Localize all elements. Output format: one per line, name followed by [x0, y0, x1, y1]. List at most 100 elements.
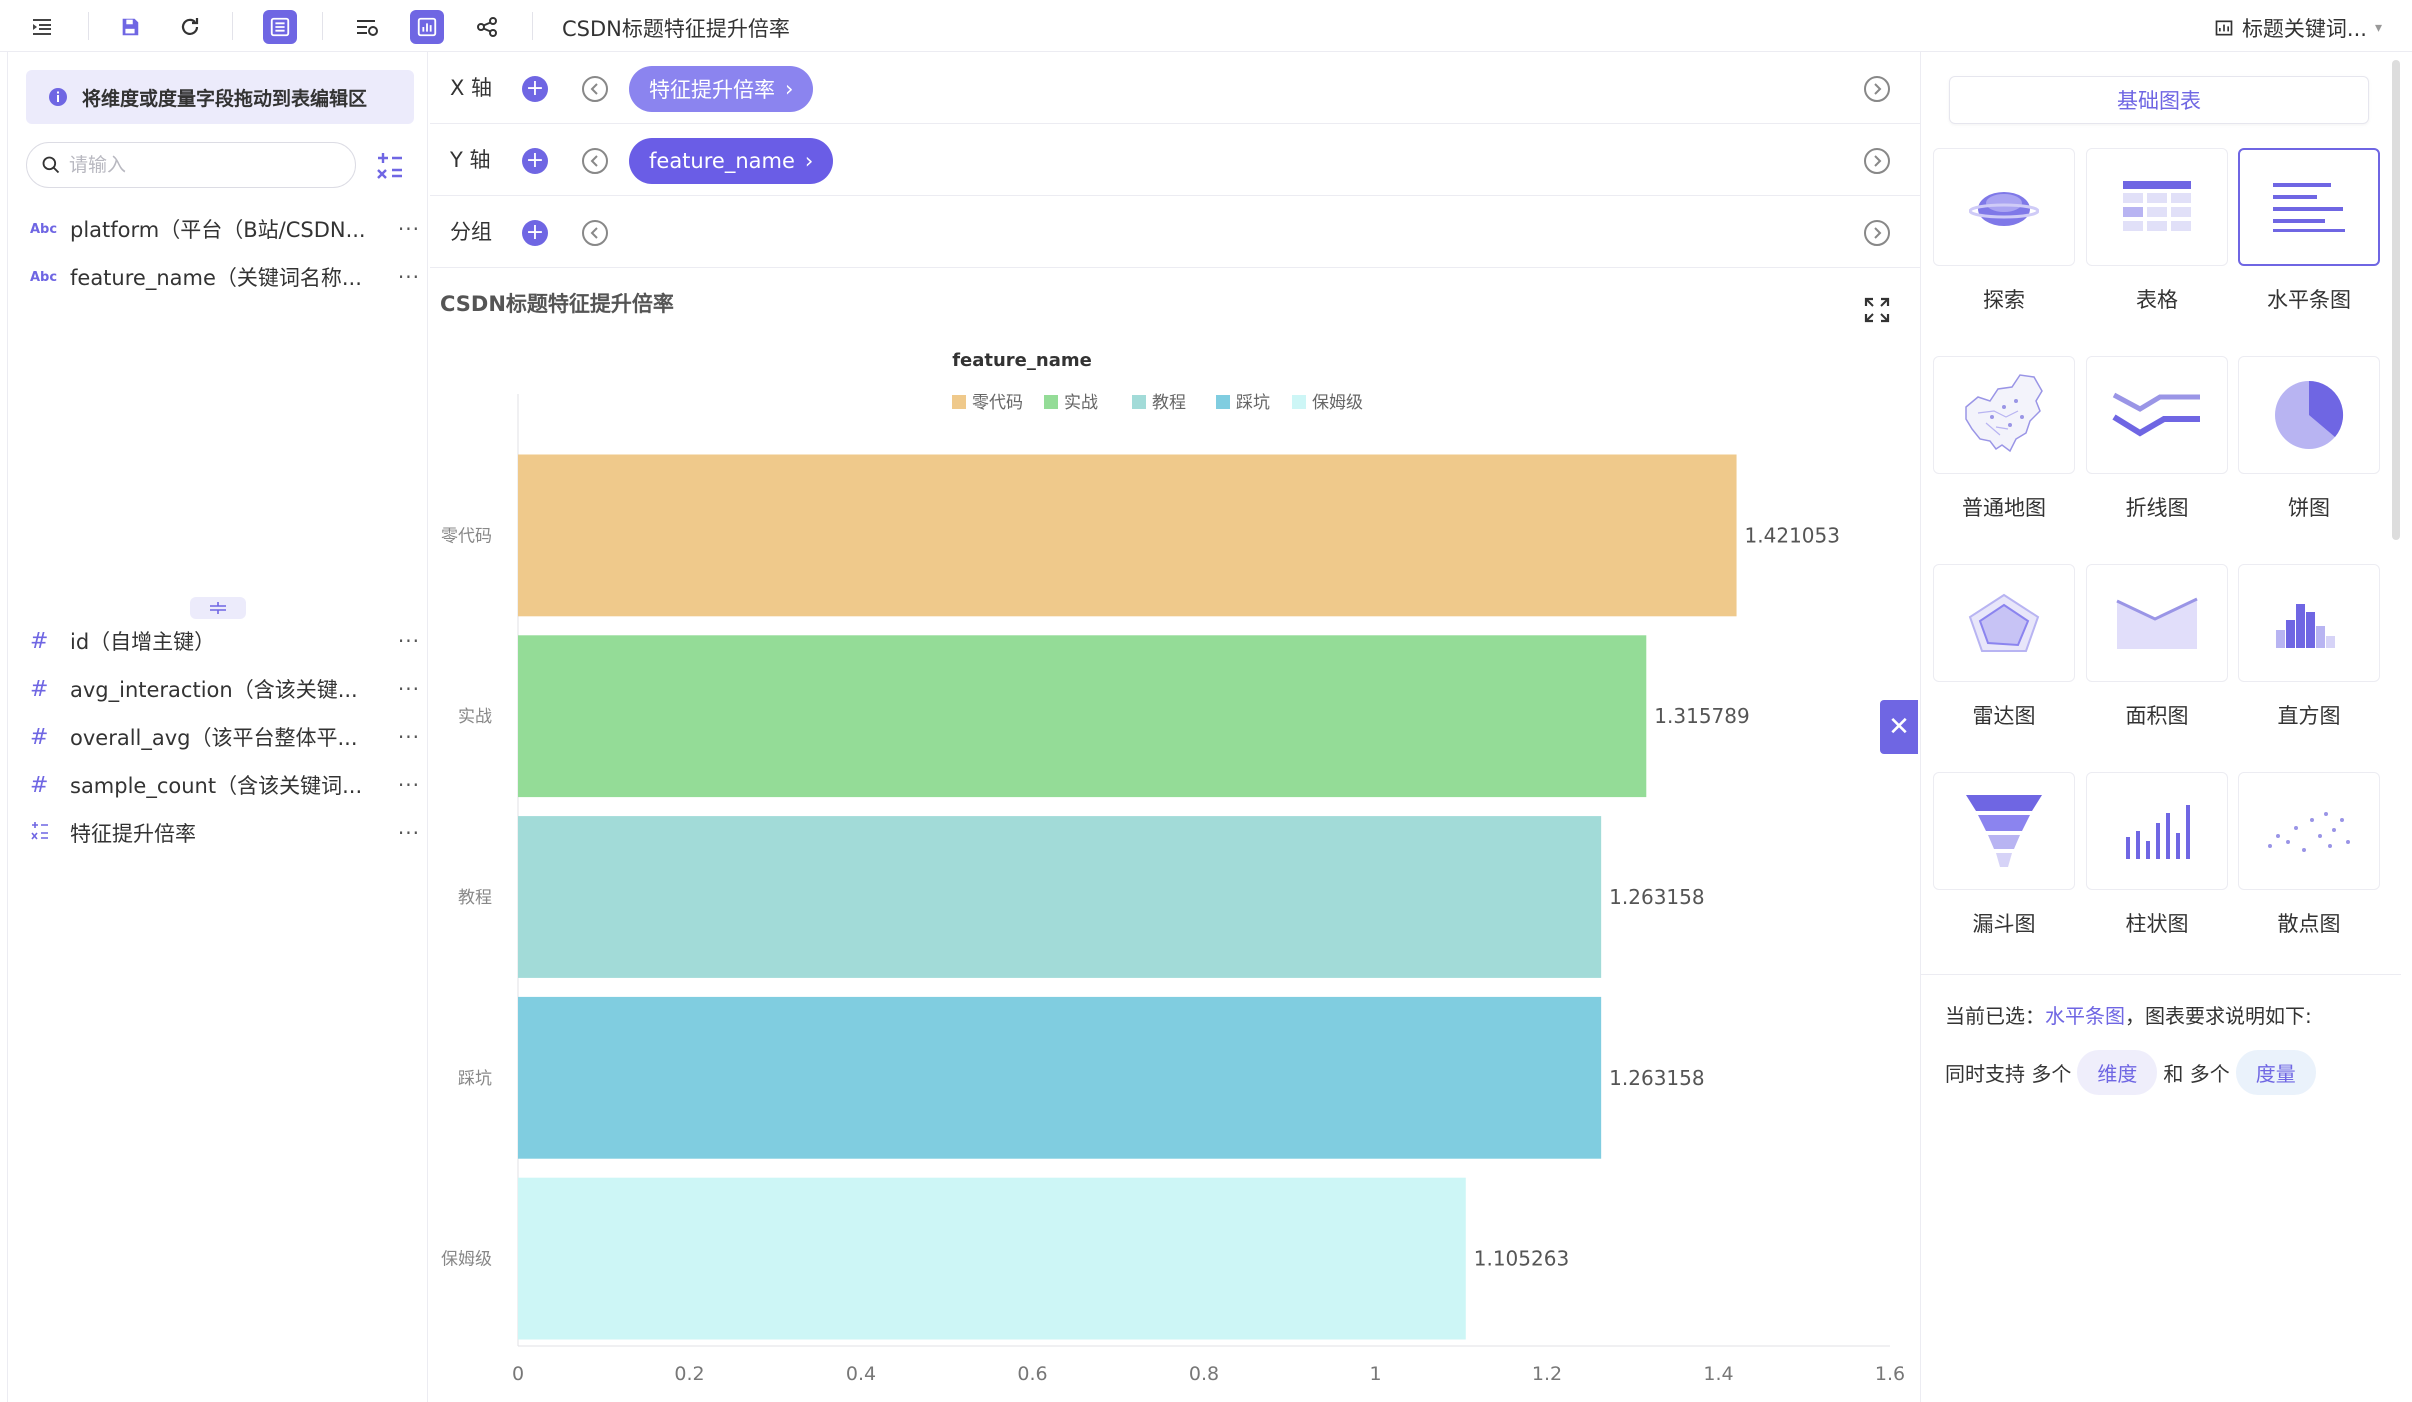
field-panel: 将维度或度量字段拖动到表编辑区 Abc platform（平台（B站/CSDN.…	[8, 52, 428, 1402]
legend-item: 踩坑	[1236, 393, 1270, 413]
chart-type-radar[interactable]	[1933, 564, 2075, 682]
more-icon[interactable]: ···	[397, 265, 420, 289]
expand-right-icon[interactable]	[1864, 220, 1890, 246]
y-axis-row: Y 轴 + feature_name ›	[430, 124, 1920, 196]
chart-type-pie[interactable]	[2238, 356, 2380, 474]
chart-type-column[interactable]	[2086, 772, 2228, 890]
chart-type-label: 探索	[1983, 288, 2025, 312]
field-label: feature_name（关键词名称...	[70, 266, 362, 290]
expand-right-icon[interactable]	[1864, 76, 1890, 102]
chevron-down-icon: ▾	[2374, 20, 2382, 36]
chart-type-scatter[interactable]	[2238, 772, 2380, 890]
expand-right-icon[interactable]	[1864, 148, 1890, 174]
chart-type-line[interactable]	[2086, 356, 2228, 474]
calculated-field-type-icon	[30, 821, 56, 845]
chart-view-icon[interactable]	[410, 10, 444, 44]
chart-type-area[interactable]	[2086, 564, 2228, 682]
splitter-icon	[210, 602, 226, 614]
dataset-selector[interactable]: 标题关键词... ▾	[2214, 13, 2382, 43]
current-chart-description: 当前已选：水平条图，图表要求说明如下:	[1945, 1000, 2312, 1029]
report-title: CSDN标题特征提升倍率	[562, 17, 790, 41]
chart-type-label: 直方图	[2277, 704, 2341, 728]
add-group-field-icon[interactable]: +	[522, 220, 548, 246]
x-axis-label: X 轴	[450, 76, 493, 100]
current-prefix: 当前已选：	[1945, 1004, 2045, 1028]
x-tick-label: 1.2	[1532, 1363, 1562, 1385]
legend-item: 教程	[1152, 393, 1186, 413]
x-tick-label: 0.2	[674, 1363, 704, 1385]
line-chart-icon	[2112, 392, 2200, 437]
save-icon[interactable]	[113, 10, 147, 44]
column-chart-icon	[2126, 805, 2190, 859]
measure-field-id[interactable]: # id（自增主键） ···	[30, 624, 420, 658]
chart-type-label: 表格	[2136, 288, 2178, 312]
tab-basic-charts[interactable]: 基础图表	[1949, 76, 2369, 124]
collapse-left-icon[interactable]	[582, 148, 608, 174]
legend-item: 保姆级	[1312, 393, 1363, 413]
more-icon[interactable]: ···	[397, 217, 420, 241]
chart-type-horizontal-bar[interactable]	[2238, 148, 2380, 266]
chart-type-label: 散点图	[2277, 912, 2341, 936]
scrollbar[interactable]	[2392, 60, 2400, 540]
data-label: 1.263158	[1609, 1066, 1704, 1090]
field-label: 特征提升倍率	[70, 822, 196, 846]
bar	[518, 1177, 1466, 1340]
dimension-field-feature-name[interactable]: Abc feature_name（关键词名称... ···	[30, 260, 420, 294]
calculated-field-icon[interactable]	[372, 148, 408, 184]
x-axis-field-chip[interactable]: 特征提升倍率 ›	[629, 66, 814, 112]
more-icon[interactable]: ···	[397, 725, 420, 749]
collapse-left-icon[interactable]	[582, 220, 608, 246]
radar-chart-icon	[1968, 593, 2040, 652]
x-tick-label: 0.6	[1017, 1363, 1047, 1385]
y-axis-field-chip[interactable]: feature_name ›	[629, 138, 834, 184]
chart-type-label: 漏斗图	[1972, 912, 2036, 936]
filter-settings-icon[interactable]	[350, 10, 384, 44]
number-type-icon: #	[30, 628, 49, 654]
drag-tip-text: 将维度或度量字段拖动到表编辑区	[82, 87, 368, 110]
table-icon	[2123, 181, 2191, 231]
funnel-chart-icon	[1966, 795, 2042, 867]
y-tick-label: 零代码	[441, 526, 492, 546]
number-type-icon: #	[30, 772, 49, 798]
chart-type-funnel[interactable]	[1933, 772, 2075, 890]
panel-splitter[interactable]	[190, 597, 246, 619]
chart-type-histogram[interactable]	[2238, 564, 2380, 682]
measure-field-overall-avg[interactable]: # overall_avg（该平台整体平... ···	[30, 720, 420, 754]
chart-type-explore[interactable]	[1933, 148, 2075, 266]
toolbar: CSDN标题特征提升倍率 标题关键词... ▾	[0, 0, 2412, 52]
x-tick-label: 0	[512, 1363, 524, 1385]
menu-indent-icon[interactable]	[25, 10, 59, 44]
y-tick-label: 踩坑	[458, 1069, 492, 1089]
x-tick-label: 0.4	[846, 1363, 876, 1385]
share-icon[interactable]	[470, 10, 504, 44]
bar	[518, 816, 1602, 978]
add-y-field-icon[interactable]: +	[522, 148, 548, 174]
chart-requirement: 同时支持 多个 维度 和 多个 度量	[1945, 1050, 2316, 1095]
fullscreen-icon[interactable]	[1862, 295, 1892, 325]
search-input[interactable]	[69, 154, 339, 176]
measure-field-lift-ratio[interactable]: 特征提升倍率 ···	[30, 816, 420, 850]
measure-field-sample-count[interactable]: # sample_count（含该关键词... ···	[30, 768, 420, 802]
chart-type-panel: 基础图表 探索 表格 水平条图 普通地图 折线图 饼图 雷达图	[1920, 52, 2401, 1402]
chart-type-table[interactable]	[2086, 148, 2228, 266]
close-panel-icon[interactable]: ✕	[1880, 700, 1918, 754]
legend-swatch	[1044, 395, 1058, 409]
more-icon[interactable]: ···	[397, 821, 420, 845]
field-search[interactable]	[26, 142, 356, 188]
more-icon[interactable]: ···	[397, 773, 420, 797]
measure-field-avg-interaction[interactable]: # avg_interaction（含该关键... ···	[30, 672, 420, 706]
text-type-icon: Abc	[30, 269, 58, 285]
chart-title: CSDN标题特征提升倍率	[440, 292, 674, 316]
chart-type-map[interactable]	[1933, 356, 2075, 474]
dimension-field-platform[interactable]: Abc platform（平台（B站/CSDN... ···	[30, 212, 420, 246]
add-x-field-icon[interactable]: +	[522, 76, 548, 102]
data-view-icon[interactable]	[263, 10, 297, 44]
collapse-left-icon[interactable]	[582, 76, 608, 102]
refresh-icon[interactable]	[173, 10, 207, 44]
more-icon[interactable]: ···	[397, 677, 420, 701]
x-tick-label: 1	[1369, 1363, 1381, 1385]
more-icon[interactable]: ···	[397, 629, 420, 653]
chart-type-label: 面积图	[2125, 704, 2189, 728]
